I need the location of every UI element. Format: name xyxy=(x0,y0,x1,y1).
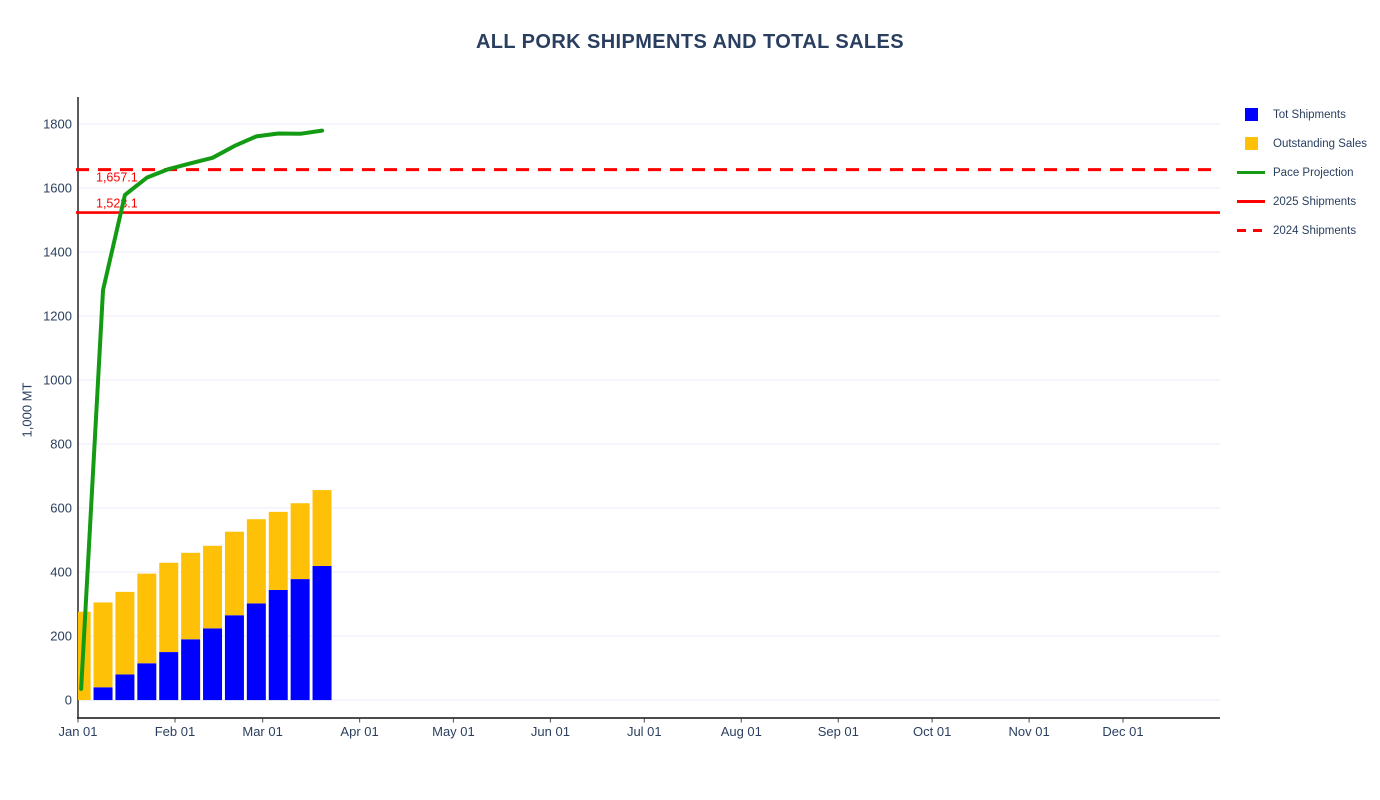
bar-tot-shipments xyxy=(224,615,244,701)
bar-tot-shipments xyxy=(93,687,113,701)
outstanding-sales-swatch-icon xyxy=(1237,137,1265,150)
bar-outstanding-sales xyxy=(181,552,201,640)
x-tick-label: May 01 xyxy=(432,724,475,739)
bar-tot-shipments xyxy=(137,663,157,701)
x-tick-label: Sep 01 xyxy=(818,724,859,739)
bar-outstanding-sales xyxy=(224,531,244,616)
legend-item-pace-projection[interactable]: Pace Projection xyxy=(1237,158,1367,187)
dashed-line-icon xyxy=(1237,229,1265,232)
bar-outstanding-sales xyxy=(312,490,332,566)
bar-tot-shipments xyxy=(115,674,135,701)
legend-label: Outstanding Sales xyxy=(1273,137,1367,150)
y-tick-label: 1400 xyxy=(43,244,72,259)
annotation-2025-value: 1,523.1 xyxy=(96,197,138,211)
y-tick-label: 1000 xyxy=(43,372,72,387)
bar-tot-shipments xyxy=(246,603,266,701)
bar-tot-shipments xyxy=(268,589,288,701)
bar-outstanding-sales xyxy=(290,503,310,580)
legend-label: Pace Projection xyxy=(1273,166,1354,179)
x-tick-label: Jan 01 xyxy=(58,724,97,739)
x-tick-label: Jul 01 xyxy=(627,724,662,739)
legend-item-2025-shipments[interactable]: 2025 Shipments xyxy=(1237,187,1367,216)
bar-tot-shipments xyxy=(181,639,201,701)
legend-item-outstanding-sales[interactable]: Outstanding Sales xyxy=(1237,129,1367,158)
x-tick-label: Feb 01 xyxy=(155,724,195,739)
bars-group xyxy=(78,490,332,701)
x-tick-label: Oct 01 xyxy=(913,724,951,739)
y-tick-label: 800 xyxy=(50,436,72,451)
pace-projection-line-icon xyxy=(1237,171,1265,174)
x-tick-label: Apr 01 xyxy=(340,724,378,739)
x-tick-label: Nov 01 xyxy=(1009,724,1050,739)
y-tick-label: 1200 xyxy=(43,308,72,323)
bar-tot-shipments xyxy=(159,652,179,701)
x-tick-label: Mar 01 xyxy=(242,724,282,739)
y-tick-label: 200 xyxy=(50,629,72,644)
y-tick-label: 1800 xyxy=(43,116,72,131)
legend-label: Tot Shipments xyxy=(1273,108,1346,121)
y-tick-label: 1600 xyxy=(43,180,72,195)
bar-outstanding-sales xyxy=(93,602,113,688)
y-tick-label: 400 xyxy=(50,565,72,580)
x-tick-label: Aug 01 xyxy=(721,724,762,739)
x-tick-label: Dec 01 xyxy=(1102,724,1143,739)
bar-outstanding-sales xyxy=(115,591,135,675)
pace-projection-line xyxy=(79,128,325,691)
legend-label: 2025 Shipments xyxy=(1273,195,1357,208)
bar-outstanding-sales xyxy=(203,545,223,629)
y-tick-label: 600 xyxy=(50,501,72,516)
bar-outstanding-sales xyxy=(137,573,157,664)
y-tick-label: 0 xyxy=(65,693,72,708)
bar-outstanding-sales xyxy=(246,519,266,604)
annotation-2024-value: 1,657.1 xyxy=(96,171,138,185)
bar-tot-shipments xyxy=(290,579,310,701)
bar-tot-shipments xyxy=(312,565,332,701)
solid-line-icon xyxy=(1237,200,1265,203)
legend-item-tot-shipments[interactable]: Tot Shipments xyxy=(1237,100,1367,129)
legend-item-2024-shipments[interactable]: 2024 Shipments xyxy=(1237,216,1367,245)
legend: Tot Shipments Outstanding Sales Pace Pro… xyxy=(1237,100,1367,245)
tot-shipments-swatch-icon xyxy=(1237,108,1265,121)
bar-outstanding-sales xyxy=(268,511,288,590)
bar-outstanding-sales xyxy=(159,562,179,653)
x-tick-label: Jun 01 xyxy=(531,724,570,739)
bar-tot-shipments xyxy=(203,628,223,701)
legend-label: 2024 Shipments xyxy=(1273,224,1357,237)
chart-title: ALL PORK SHIPMENTS AND TOTAL SALES xyxy=(475,31,905,53)
